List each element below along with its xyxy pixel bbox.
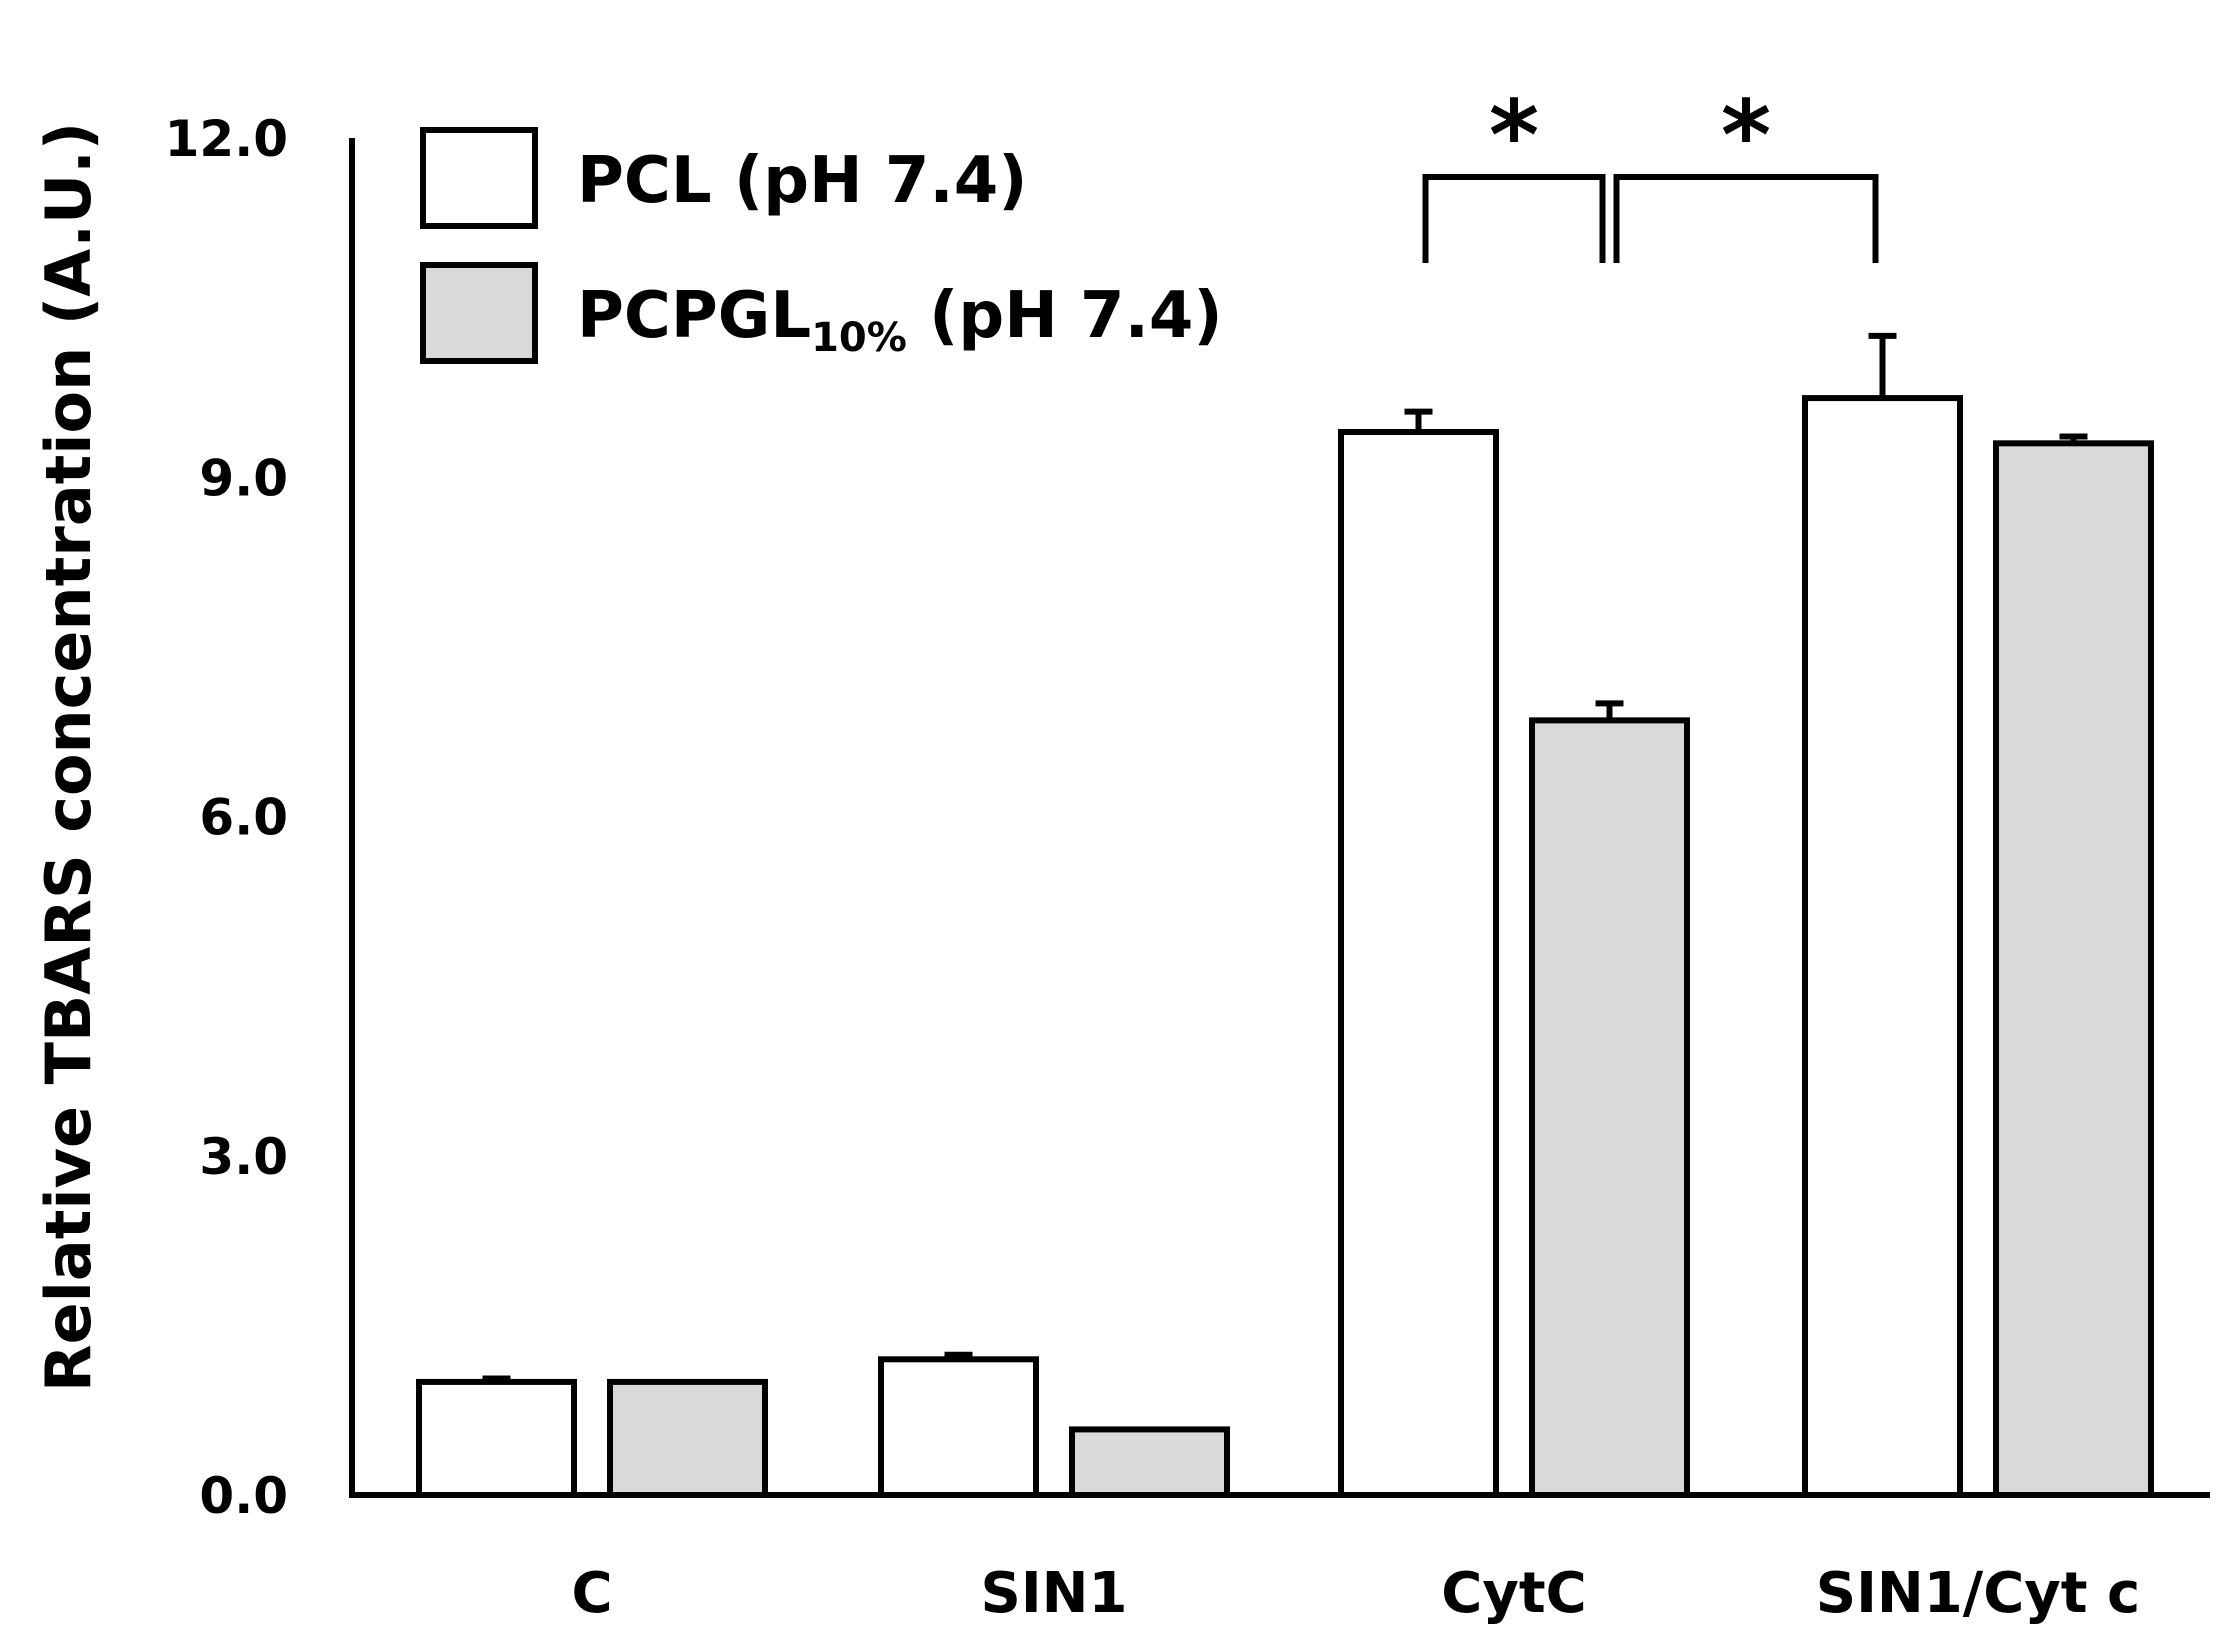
bar (1338, 429, 1499, 1498)
y-tick-label: 9.0 (199, 449, 288, 507)
y-tick-label: 3.0 (199, 1128, 288, 1186)
legend-swatch (420, 127, 538, 229)
significance-brackets: * * (1422, 80, 1879, 263)
bar (1993, 440, 2154, 1499)
legend: PCL (pH 7.4) PCPGL10% (pH 7.4) (420, 127, 1223, 364)
bar (1069, 1426, 1230, 1498)
bar (1802, 395, 1963, 1498)
y-axis: 0.0 3.0 6.0 9.0 12.0 (165, 110, 355, 1525)
x-category-label: SIN1/Cyt c (1816, 1561, 2141, 1626)
x-axis: C SIN1 CytC SIN1/Cyt c (349, 1492, 2210, 1626)
y-tick-label: 0.0 (199, 1467, 288, 1525)
bar (1529, 717, 1690, 1498)
significance-bracket (1613, 174, 1879, 263)
bar (416, 1378, 577, 1498)
significance-star: * (1489, 80, 1539, 192)
x-category-label: C (571, 1561, 612, 1626)
bar (878, 1356, 1039, 1499)
y-tick-label: 6.0 (199, 789, 288, 847)
significance-bracket (1422, 174, 1606, 263)
x-category-label: SIN1 (981, 1561, 1128, 1626)
legend-swatch (420, 262, 538, 364)
legend-label: PCPGL10% (pH 7.4) (577, 279, 1223, 361)
legend-label: PCL (pH 7.4) (577, 144, 1027, 218)
y-tick-label: 12.0 (165, 110, 288, 168)
significance-star: * (1721, 80, 1771, 192)
y-axis-label: Relative TBARS concentration (A.U.) (32, 122, 105, 1392)
x-category-label: CytC (1441, 1561, 1586, 1626)
bar (607, 1378, 768, 1498)
bars (416, 332, 2154, 1499)
